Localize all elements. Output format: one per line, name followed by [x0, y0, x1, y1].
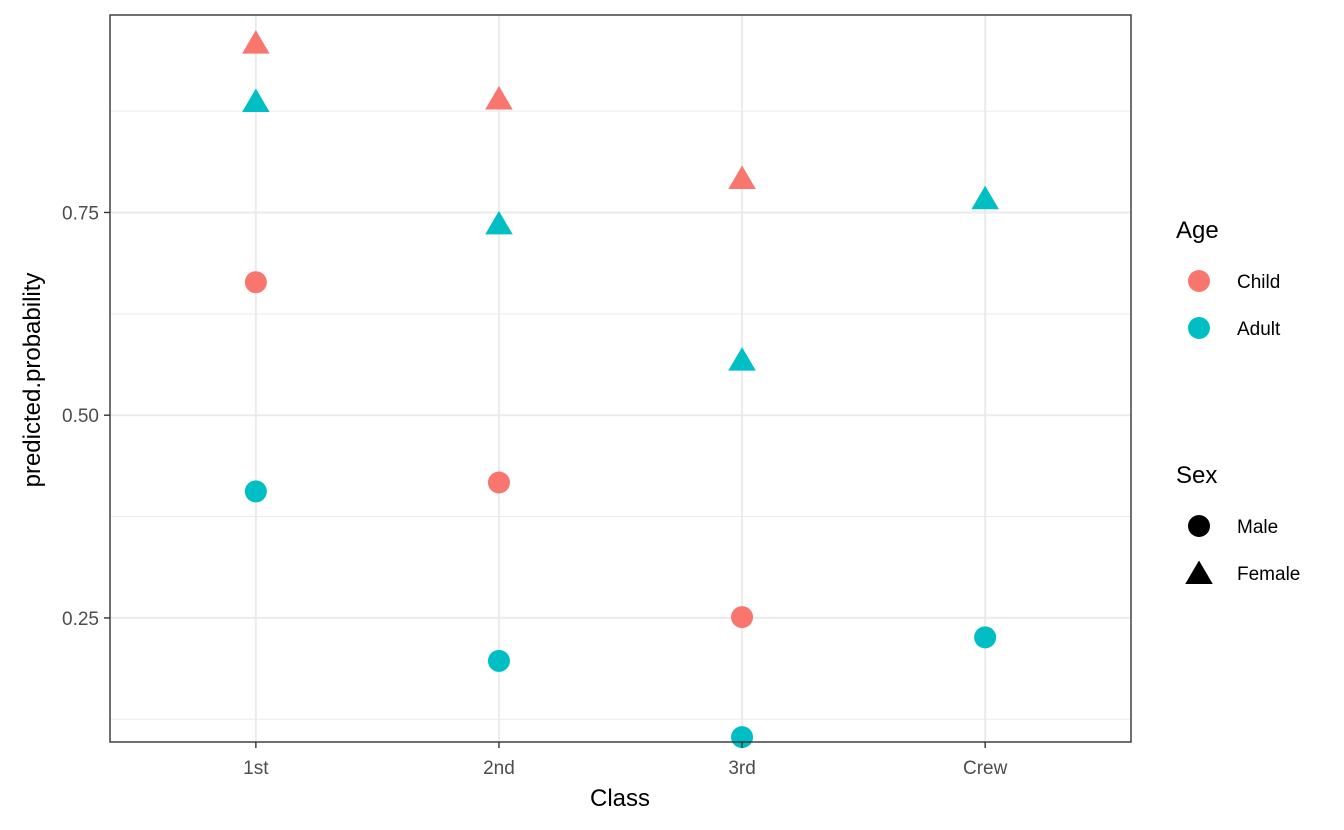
data-point-1st-adult-male	[244, 480, 267, 503]
legend-title-sex: Sex	[1176, 462, 1217, 489]
data-point-2nd-child-male	[487, 471, 510, 494]
data-point-crew-adult-male	[974, 626, 997, 649]
legend-label-child: Child	[1237, 272, 1280, 293]
legend-label-female: Female	[1237, 564, 1300, 585]
legend-key-male	[1188, 515, 1210, 537]
x-axis-title: Class	[590, 785, 650, 812]
legend-title-age: Age	[1176, 217, 1219, 244]
y-tick-label: 0.25	[62, 609, 99, 630]
data-point-crew-adult-female	[971, 185, 999, 210]
gridlines	[110, 15, 1131, 742]
data-point-2nd-adult-female	[485, 210, 513, 235]
legend: Age Child Adult Sex Male Female	[1176, 217, 1300, 585]
data-point-1st-child-female	[242, 30, 270, 54]
legend-key-female	[1185, 560, 1213, 584]
x-tick-label: 1st	[243, 758, 269, 779]
data-point-3rd-child-female	[728, 165, 756, 190]
legend-label-male: Male	[1237, 517, 1278, 538]
data-points	[242, 30, 999, 749]
x-tick-label: Crew	[963, 758, 1008, 779]
data-point-2nd-child-female	[485, 86, 513, 110]
x-tick-label: 3rd	[728, 758, 755, 779]
y-tick-label: 0.50	[62, 406, 99, 427]
y-axis-title: predicted.probability	[19, 273, 46, 488]
data-point-3rd-child-male	[731, 606, 754, 629]
data-point-2nd-adult-male	[487, 649, 510, 672]
plot-panel	[110, 15, 1131, 742]
data-point-1st-child-male	[244, 271, 267, 294]
x-tick-label: 2nd	[483, 758, 515, 779]
data-point-3rd-adult-female	[728, 347, 756, 371]
legend-label-adult: Adult	[1237, 319, 1281, 340]
legend-key-adult	[1188, 317, 1210, 339]
legend-key-child	[1188, 270, 1210, 292]
data-point-1st-adult-female	[242, 88, 270, 112]
y-tick-label: 0.75	[62, 203, 99, 224]
axes: 0.25 0.50 0.75 1st 2nd 3rd Crew	[62, 203, 1008, 779]
plot-panel-border	[109, 14, 1132, 743]
